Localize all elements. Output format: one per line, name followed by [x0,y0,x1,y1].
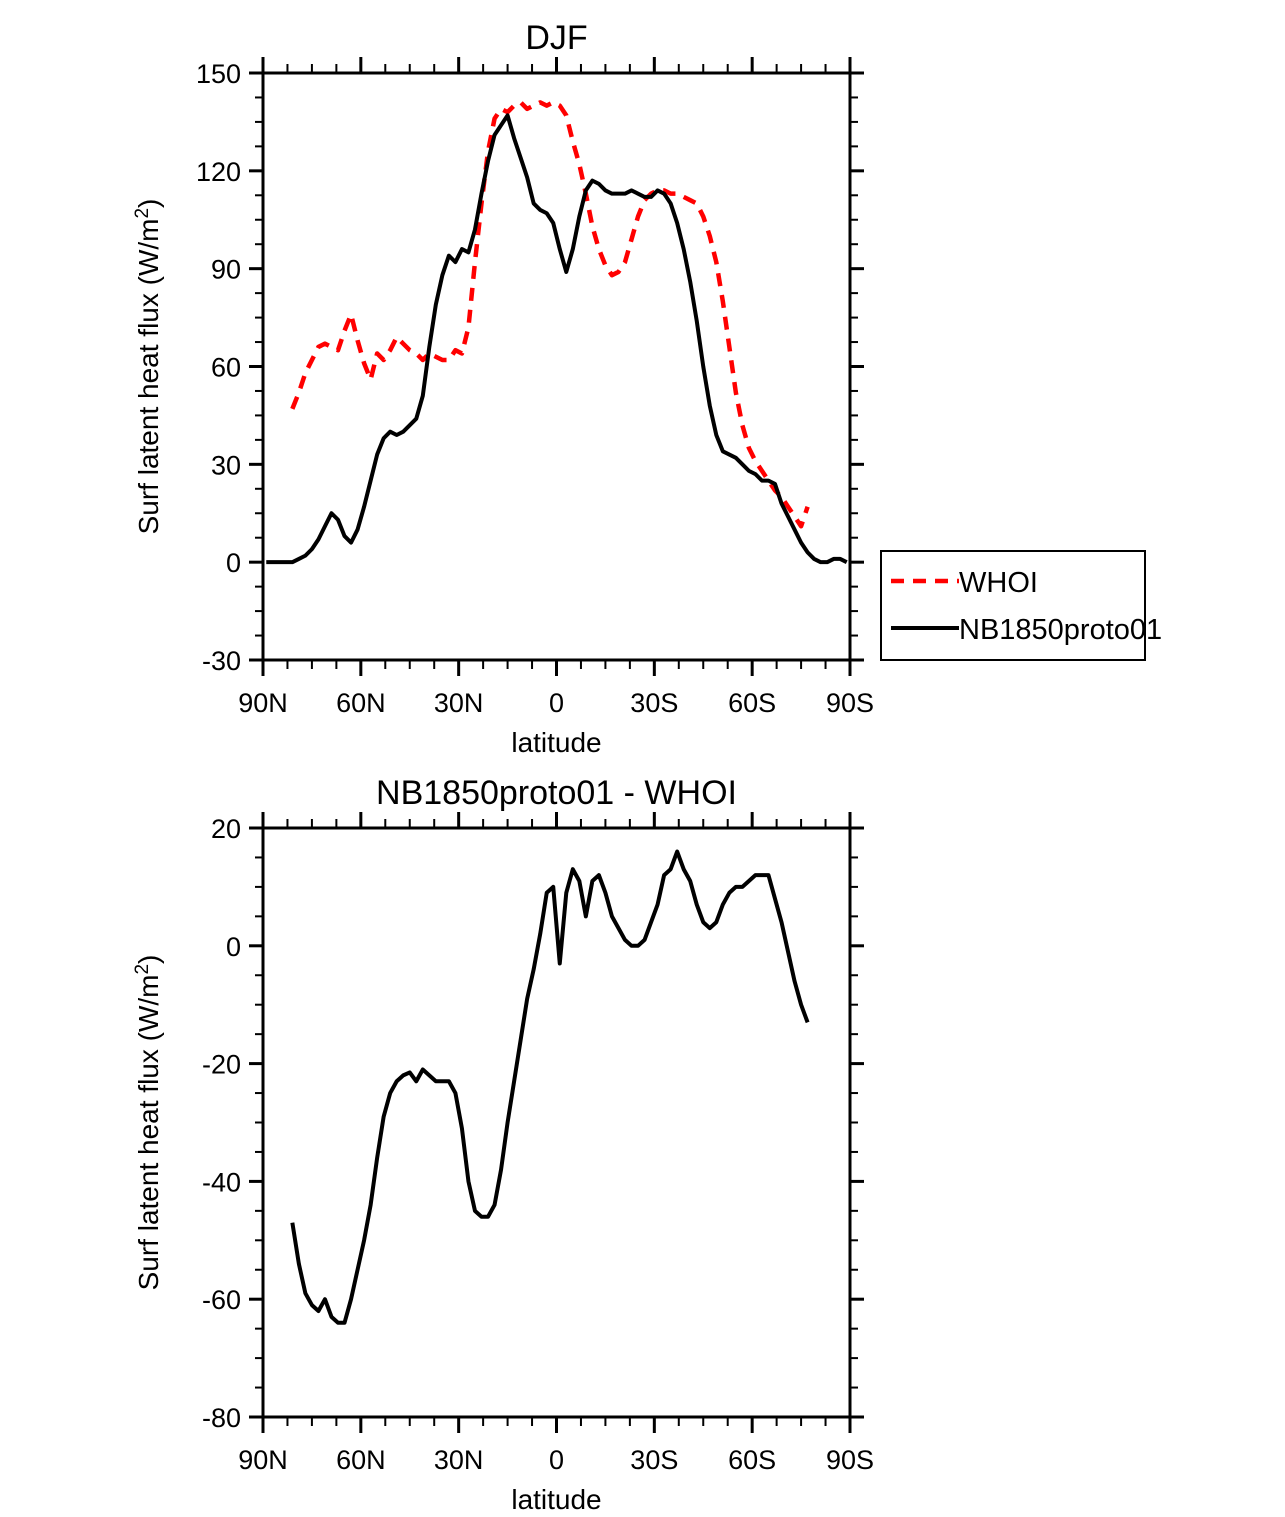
x-tick-label: 60N [336,1445,386,1475]
series-path-whoi [290,100,810,529]
y-tick-label: 0 [226,548,241,578]
y-axis-label: Surf latent heat flux (W/m2) [132,955,165,1291]
legend-label-nb1850proto01: NB1850proto01 [959,614,1162,646]
legend: WHOI NB1850proto01 [880,550,1162,661]
x-tick-label: 0 [549,688,564,718]
y-tick-label: 0 [226,932,241,962]
x-tick-label: 60S [728,1445,776,1475]
y-tick-label: 90 [211,255,241,285]
series-group [266,100,848,565]
x-tick-label: 90N [238,1445,288,1475]
y-tick-label: 60 [211,353,241,383]
series-path-nb1850proto01 [266,113,848,565]
x-tick-label: 90S [826,1445,874,1475]
panel-djf: 150 120 90 60 30 0 -30 90N 60N 30N 0 30S 60S 90S DJF la… [132,19,1163,758]
x-tick-label: 30N [434,688,484,718]
y-tick-label: -20 [202,1050,241,1080]
y-tick-label: -30 [202,646,241,676]
x-tick-label: 60N [336,688,386,718]
y-tick-label: 30 [211,450,241,480]
x-axis-label: latitude [511,727,601,758]
y-tick-label: 20 [211,814,241,844]
legend-label-whoi: WHOI [959,567,1038,599]
y-tick-label: -60 [202,1285,241,1315]
x-tick-label: 0 [549,1445,564,1475]
y-tick-label: 120 [196,157,241,187]
series-group [290,849,810,1325]
panel-difference: 20 0 -20 -40 -60 -80 90N 60N 30N 0 30S 60S 90S NB1850… [132,774,875,1515]
legend-box [880,550,1146,661]
series-path-nb1850proto01-whoi [290,849,810,1325]
y-tick-label: -40 [202,1167,241,1197]
x-tick-label: 30N [434,1445,484,1475]
x-tick-label: 90N [238,688,288,718]
panel-title: DJF [525,19,587,57]
y-axis-label: Surf latent heat flux (W/m2) [132,199,165,535]
x-tick-label: 90S [826,688,874,718]
x-tick-label: 30S [630,1445,678,1475]
x-tick-label: 60S [728,688,776,718]
panel-title: NB1850proto01 - WHOI [376,774,737,812]
y-tick-label: 150 [196,59,241,89]
x-tick-label: 30S [630,688,678,718]
y-tick-label: -80 [202,1403,241,1433]
x-axis-label: latitude [511,1484,601,1515]
